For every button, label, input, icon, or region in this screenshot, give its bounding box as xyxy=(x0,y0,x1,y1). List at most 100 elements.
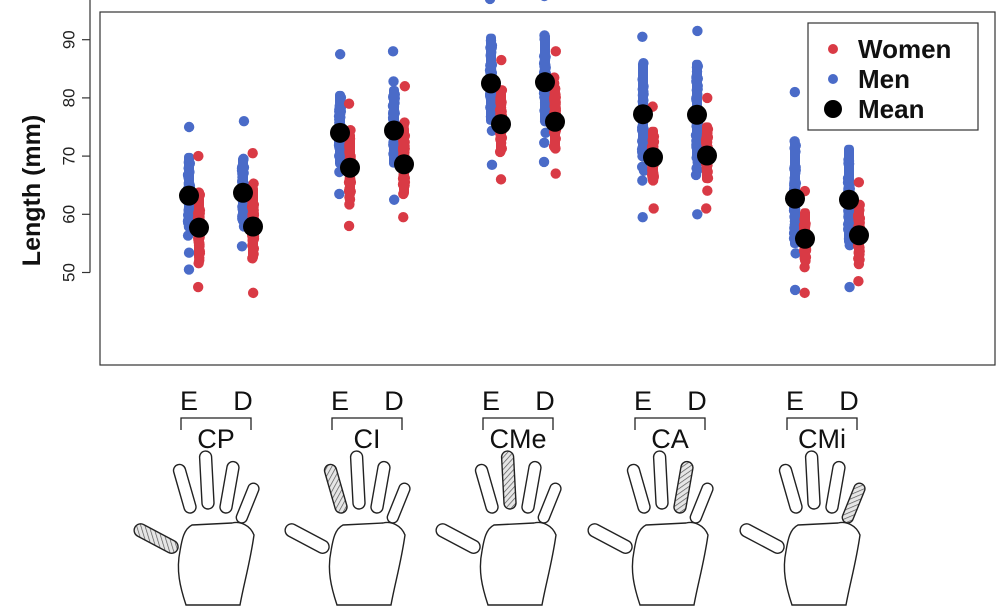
side-label: E xyxy=(180,386,198,416)
side-label: D xyxy=(233,386,253,416)
palm xyxy=(177,521,255,606)
mean-markers xyxy=(179,72,869,249)
hand-drawing xyxy=(133,450,260,606)
legend-marker xyxy=(824,100,842,118)
highlighted-finger xyxy=(673,460,694,514)
data-point xyxy=(692,209,703,220)
hand-drawing xyxy=(739,450,866,606)
side-label: E xyxy=(634,386,652,416)
y-axis-label: Length (mm) xyxy=(18,115,46,266)
plot-border xyxy=(99,11,996,366)
finger xyxy=(474,463,499,514)
data-point xyxy=(789,284,801,296)
y-tick-label: 90 xyxy=(59,30,78,49)
mean-marker-men xyxy=(785,188,805,209)
finger xyxy=(370,460,391,514)
palm xyxy=(783,521,861,606)
legend-marker xyxy=(828,44,838,54)
mean-marker-men xyxy=(233,182,253,203)
data-point xyxy=(247,287,259,299)
mean-marker-men xyxy=(330,122,350,143)
data-point xyxy=(387,46,399,57)
y-tick-label: 70 xyxy=(59,147,78,166)
finger xyxy=(349,450,366,510)
side-label: D xyxy=(687,386,707,416)
mean-marker-women xyxy=(243,216,263,237)
hand-drawing xyxy=(435,450,562,606)
palm xyxy=(631,521,709,606)
finger xyxy=(172,463,197,514)
data-point xyxy=(853,177,865,188)
finger xyxy=(778,463,803,514)
highlighted-finger xyxy=(323,463,348,514)
category-label: CA xyxy=(651,424,689,454)
data-point xyxy=(398,212,409,223)
data-point xyxy=(247,147,258,159)
y-tick-label: 80 xyxy=(59,88,78,107)
data-point xyxy=(238,115,250,127)
data-points xyxy=(182,0,866,299)
data-point xyxy=(637,175,648,186)
legend-marker xyxy=(828,74,838,84)
hand-drawing xyxy=(587,450,714,606)
finger xyxy=(386,482,411,524)
mean-marker-women xyxy=(340,157,360,178)
data-point xyxy=(540,127,551,139)
legend-label: Men xyxy=(858,64,910,94)
finger xyxy=(219,460,240,514)
side-label: D xyxy=(384,386,404,416)
data-point xyxy=(539,137,550,148)
data-point xyxy=(192,281,204,293)
data-point xyxy=(484,0,496,5)
finger xyxy=(587,523,633,554)
category-label: CMi xyxy=(798,424,846,454)
data-point xyxy=(636,161,648,173)
mean-marker-men xyxy=(384,120,404,141)
data-point xyxy=(388,76,399,87)
data-point xyxy=(692,25,703,37)
highlighted-finger xyxy=(841,482,866,524)
finger xyxy=(739,523,785,554)
data-point xyxy=(496,54,507,66)
data-point xyxy=(702,92,713,104)
mean-marker-men xyxy=(839,189,859,210)
finger xyxy=(825,460,846,514)
side-label: E xyxy=(331,386,349,416)
finger xyxy=(804,450,821,510)
mean-marker-women xyxy=(849,225,869,246)
finger xyxy=(652,450,669,510)
mean-marker-men xyxy=(633,104,653,125)
finger xyxy=(198,450,215,510)
category-label: CMe xyxy=(489,424,546,454)
finger xyxy=(537,482,562,524)
data-point xyxy=(343,98,355,109)
data-point xyxy=(853,276,864,287)
highlighted-finger xyxy=(133,523,179,554)
finger xyxy=(435,523,481,554)
mean-marker-women xyxy=(697,145,717,166)
side-label: E xyxy=(786,386,804,416)
data-point xyxy=(193,150,204,162)
data-point xyxy=(183,264,195,275)
hand-illustrations xyxy=(133,450,866,606)
legend-label: Mean xyxy=(858,94,924,124)
data-point xyxy=(538,156,550,168)
data-point xyxy=(236,241,248,252)
side-label: D xyxy=(535,386,555,416)
finger xyxy=(626,463,651,514)
finger xyxy=(284,523,330,554)
category-bracket xyxy=(786,417,858,430)
category-bracket xyxy=(331,417,403,430)
mean-marker-women xyxy=(643,147,663,168)
data-point xyxy=(183,247,195,258)
data-point xyxy=(799,287,810,299)
plot-frame xyxy=(99,11,996,366)
y-axis: 5060708090100 xyxy=(59,0,91,282)
legend-label: Women xyxy=(858,34,951,64)
data-point xyxy=(637,212,648,223)
data-point xyxy=(550,168,561,179)
data-point xyxy=(540,0,548,2)
data-point xyxy=(486,159,498,171)
